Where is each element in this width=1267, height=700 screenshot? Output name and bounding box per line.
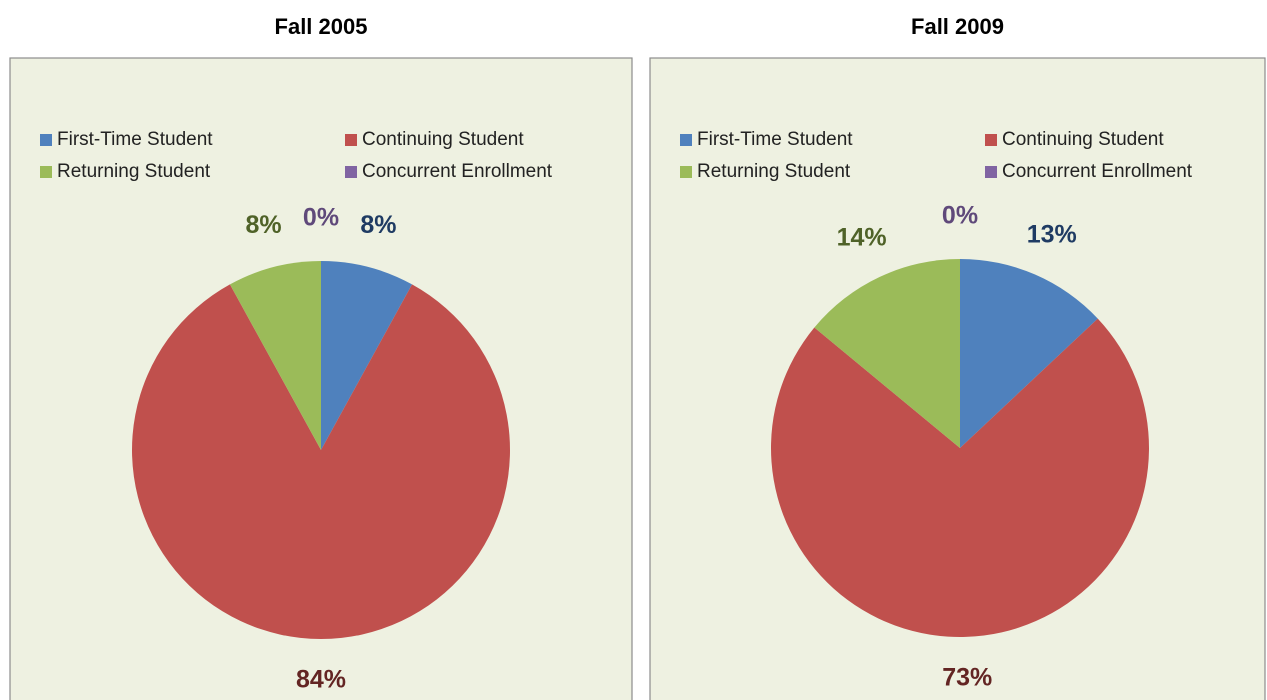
legend-label: Returning Student <box>57 161 211 182</box>
legend-swatch <box>985 166 997 178</box>
legend-swatch <box>345 166 357 178</box>
pie-slice <box>771 318 1149 637</box>
legend-swatch <box>345 134 357 146</box>
legend-swatch <box>40 166 52 178</box>
chart-title: Fall 2009 <box>911 14 1004 39</box>
data-label: 0% <box>303 204 339 232</box>
legend-label: First-Time Student <box>57 129 213 150</box>
legend-swatch <box>680 166 692 178</box>
legend-label: Concurrent Enrollment <box>1002 161 1193 182</box>
data-label: 0% <box>942 202 978 230</box>
pie-slice <box>132 284 511 639</box>
chart-title: Fall 2005 <box>275 14 368 39</box>
pie-slice <box>814 259 960 448</box>
data-label: 8% <box>245 211 281 239</box>
data-label: 14% <box>837 224 887 252</box>
legend-label: First-Time Student <box>697 129 853 150</box>
legend-label: Continuing Student <box>1002 129 1164 150</box>
legend-swatch <box>985 134 997 146</box>
legend-swatch <box>680 134 692 146</box>
data-label: 8% <box>360 211 396 239</box>
legend-label: Returning Student <box>697 161 851 182</box>
pie-slice <box>960 259 1098 448</box>
pie-slice <box>229 261 321 450</box>
legend-label: Concurrent Enrollment <box>362 161 553 182</box>
data-label: 84% <box>296 666 346 694</box>
data-label: 13% <box>1027 221 1077 249</box>
legend-label: Continuing Student <box>362 129 524 150</box>
legend-swatch <box>40 134 52 146</box>
pie-slice <box>321 261 413 450</box>
data-label: 73% <box>942 663 992 691</box>
